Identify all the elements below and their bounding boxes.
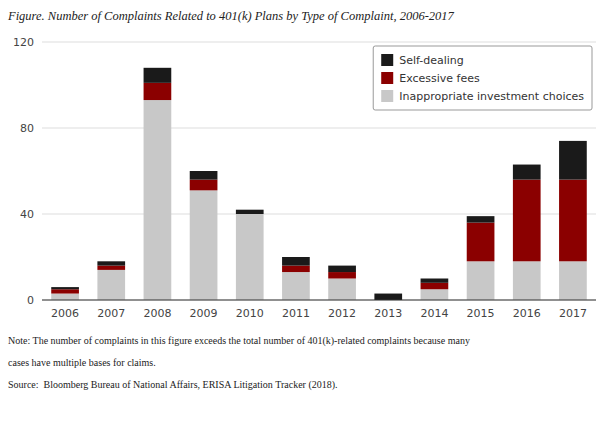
bar-segment <box>190 180 218 191</box>
bar-segment <box>421 283 449 289</box>
grid-line <box>42 300 596 301</box>
x-tick-label: 2012 <box>328 307 356 320</box>
legend-swatch <box>381 72 393 84</box>
note: cases have multiple bases for claims. <box>8 357 156 368</box>
bar-segment <box>421 289 449 300</box>
legend: Self-dealing Excessive fees Inappropriate … <box>373 46 592 110</box>
bar-segment <box>467 261 495 300</box>
bars <box>51 68 587 300</box>
bar-segment <box>97 270 125 300</box>
grid-line <box>42 42 596 43</box>
x-tick-label: 2007 <box>97 307 125 320</box>
bar-segment <box>421 279 449 283</box>
x-axis-line <box>42 300 596 301</box>
bar-segment <box>513 261 541 300</box>
bar-segment <box>513 180 541 262</box>
bar-segment <box>467 223 495 262</box>
title: Figure. Number of Complaints Related to … <box>7 9 455 23</box>
bar-segment <box>282 266 310 272</box>
y-tick-label: 120 <box>13 36 34 49</box>
bar-segment <box>190 190 218 300</box>
x-tick-label: 2014 <box>420 307 448 320</box>
bar-segment <box>559 180 587 262</box>
legend-swatch <box>381 90 393 102</box>
bar-segment <box>144 100 172 300</box>
x-tick-label: 2015 <box>467 307 495 320</box>
y-tick-label: 0 <box>27 294 34 307</box>
bar-segment <box>282 257 310 266</box>
legend-box <box>373 46 592 110</box>
x-tick-label: 2009 <box>190 307 218 320</box>
bar-segment <box>51 294 79 300</box>
note: Note: The number of complaints in this f… <box>8 335 470 347</box>
bar-segment <box>467 216 495 222</box>
y-tick-label: 40 <box>20 208 34 221</box>
x-tick-label: 2006 <box>51 307 79 320</box>
bar-segment <box>559 261 587 300</box>
bar-segment <box>97 261 125 265</box>
bar-segment <box>144 68 172 83</box>
bar-segment <box>97 266 125 270</box>
x-tick-label: 2013 <box>374 307 402 320</box>
x-tick-label: 2017 <box>559 307 587 320</box>
y-tick-label: 80 <box>20 122 34 135</box>
bar-segment <box>513 165 541 180</box>
bar-segment <box>559 141 587 180</box>
legend-label: Inappropriate investment choices <box>399 90 584 103</box>
bar-segment <box>374 294 402 300</box>
grid <box>42 42 596 300</box>
bar-segment <box>328 272 356 278</box>
legend-swatch <box>381 54 393 66</box>
bar-segment <box>144 83 172 100</box>
bar-segment <box>236 210 264 214</box>
grid-line <box>42 128 596 129</box>
bar-segment <box>328 279 356 301</box>
chart: Figure. Number of Complaints Related to … <box>0 0 609 430</box>
bar-segment <box>51 289 79 293</box>
legend-label: Self-dealing <box>399 54 464 67</box>
x-tick-label: 2010 <box>236 307 264 320</box>
bar-segment <box>282 272 310 300</box>
bar-segment <box>328 266 356 272</box>
bar-segment <box>190 171 218 180</box>
x-tick-label: 2016 <box>513 307 541 320</box>
bar-segment <box>51 287 79 289</box>
note: Source: Bloomberg Bureau of National Aff… <box>8 379 338 391</box>
legend-label: Excessive fees <box>399 72 480 85</box>
x-tick-label: 2011 <box>282 307 310 320</box>
x-tick-label: 2008 <box>143 307 171 320</box>
bar-segment <box>236 214 264 300</box>
